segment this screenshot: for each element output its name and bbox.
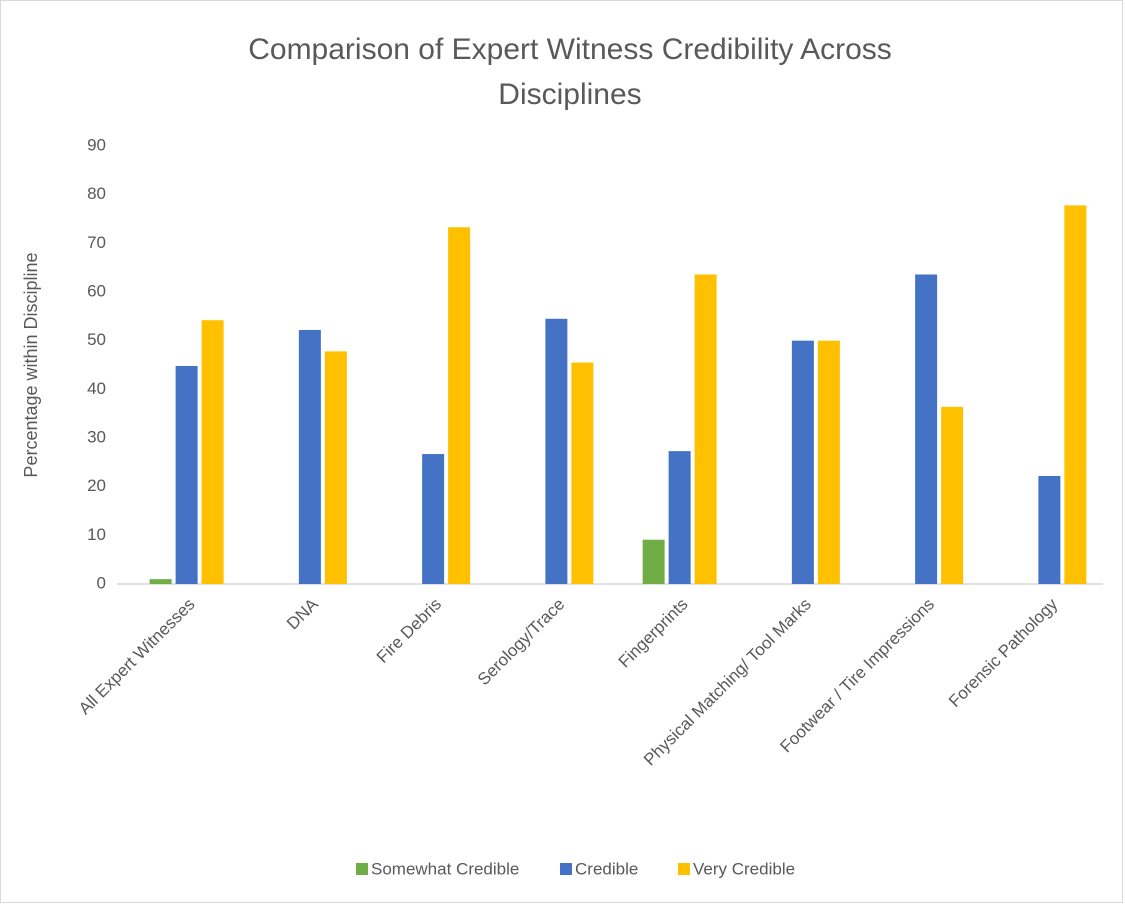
y-tick-label: 70 xyxy=(87,233,106,252)
y-tick-label: 10 xyxy=(87,525,106,544)
legend-label: Somewhat Credible xyxy=(371,859,519,878)
y-tick-label: 80 xyxy=(87,184,106,203)
bar xyxy=(149,579,172,584)
legend-swatch xyxy=(356,863,368,875)
bar xyxy=(571,362,594,584)
legend-label: Very Credible xyxy=(693,859,795,878)
y-tick-label: 30 xyxy=(87,427,106,446)
bar xyxy=(324,351,347,584)
chart-title: Disciplines xyxy=(498,78,641,111)
legend-label: Credible xyxy=(575,859,638,878)
bar xyxy=(642,539,665,584)
bar xyxy=(201,320,224,584)
bar xyxy=(175,365,198,584)
bar xyxy=(422,454,445,584)
y-tick-label: 40 xyxy=(87,379,106,398)
bar xyxy=(668,451,691,584)
bar xyxy=(791,340,814,584)
legend-swatch xyxy=(678,863,690,875)
bar xyxy=(941,406,964,584)
bar xyxy=(298,329,321,584)
bar xyxy=(817,340,840,584)
legend-swatch xyxy=(560,863,572,875)
bar xyxy=(448,227,471,585)
bar xyxy=(545,318,568,584)
chart-title: Comparison of Expert Witness Credibility… xyxy=(248,33,892,66)
y-axis-label: Percentage within Discipline xyxy=(21,252,41,477)
y-tick-label: 0 xyxy=(97,573,106,592)
y-tick-label: 60 xyxy=(87,281,106,300)
bar xyxy=(694,274,717,584)
y-tick-label: 20 xyxy=(87,476,106,495)
y-tick-label: 50 xyxy=(87,330,106,349)
bar xyxy=(915,274,938,584)
y-tick-label: 90 xyxy=(87,135,106,154)
bar xyxy=(1064,205,1087,584)
bar xyxy=(1038,475,1061,584)
